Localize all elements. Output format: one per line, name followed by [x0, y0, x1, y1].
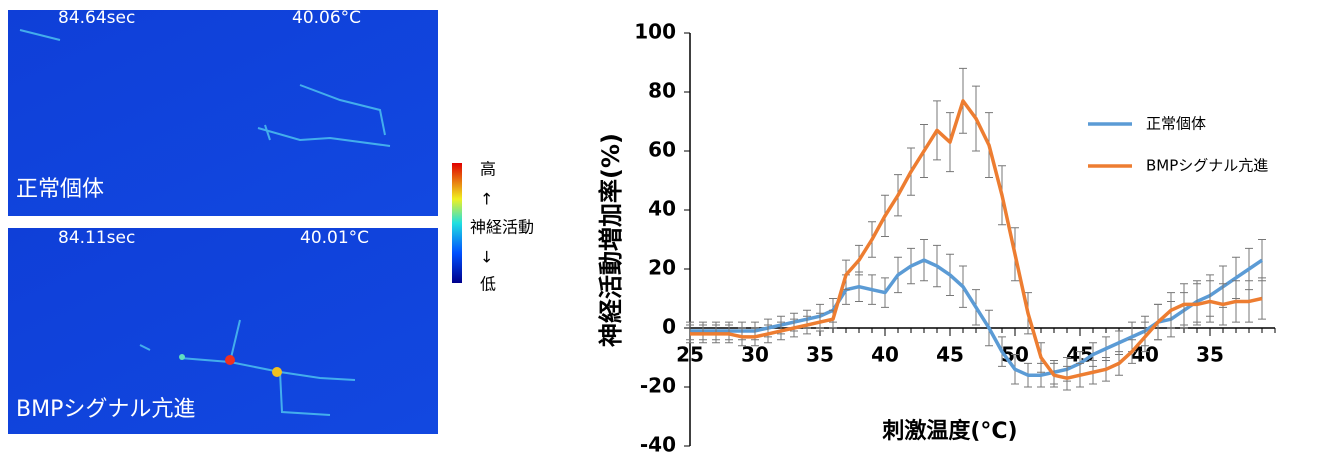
- x-tick-label: 45: [936, 343, 964, 367]
- colorbar-up: ↑: [480, 190, 493, 209]
- y-tick-label: -40: [640, 433, 676, 455]
- legend-label: BMPシグナル亢進: [1146, 157, 1268, 175]
- y-tick-label: 80: [648, 79, 676, 103]
- y-tick-label: 100: [634, 20, 676, 44]
- panel-label: BMPシグナル亢進: [16, 397, 195, 422]
- legend-label: 正常個体: [1146, 115, 1206, 133]
- x-tick-label: 25: [676, 343, 704, 367]
- figure: 84.64sec 40.06°C 正常個体 84.11sec 40.01°C B…: [0, 0, 1343, 454]
- colorbar-label: 神経活動: [470, 218, 534, 237]
- panel-label: 正常個体: [16, 177, 104, 202]
- colorbar-high: 高: [480, 160, 496, 179]
- colorbar-low: 低: [480, 275, 496, 294]
- y-axis-label: 神経活動増加率(%): [597, 133, 625, 347]
- colorbar-down: ↓: [480, 248, 493, 267]
- temp-label: 40.06°C: [292, 8, 361, 28]
- image-bmp: 84.11sec 40.01°C BMPシグナル亢進: [8, 228, 438, 434]
- temp-label: 40.01°C: [300, 228, 369, 248]
- y-tick-label: 0: [662, 315, 676, 339]
- x-tick-label: 35: [806, 343, 834, 367]
- y-tick-label: -20: [640, 374, 676, 398]
- x-tick-label: 35: [1196, 343, 1224, 367]
- y-tick-label: 20: [648, 256, 676, 280]
- y-tick-label: 40: [648, 197, 676, 221]
- image-normal: 84.64sec 40.06°C 正常個体: [8, 8, 438, 216]
- chart: 神経活動増加率(%) 刺激温度(°C) -40 -20 0 20 40 60 80 100 25…: [597, 20, 1275, 455]
- time-label: 84.64sec: [58, 8, 135, 28]
- x-tick-label: 40: [871, 343, 899, 367]
- time-label: 84.11sec: [58, 228, 135, 248]
- colorbar: 高 ↑ 神経活動 ↓ 低: [452, 160, 534, 294]
- x-axis-label: 刺激温度(°C): [882, 418, 1017, 444]
- y-tick-label: 60: [648, 138, 676, 162]
